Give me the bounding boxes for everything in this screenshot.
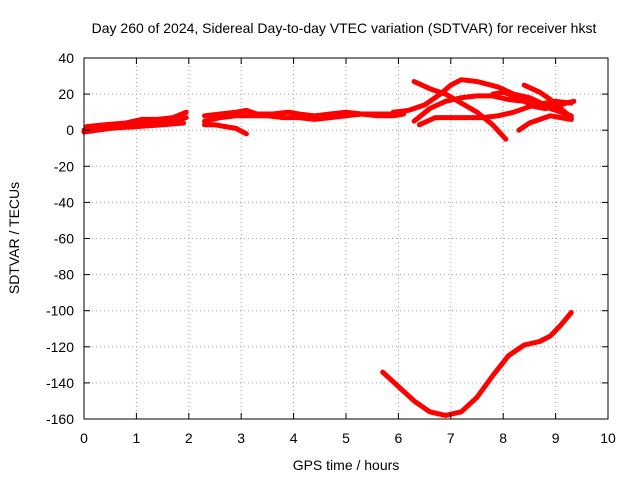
x-tick-label: 6: [395, 430, 403, 446]
chart-title: Day 260 of 2024, Sidereal Day-to-day VTE…: [92, 20, 597, 36]
x-tick-label: 4: [290, 430, 298, 446]
x-tick-label: 10: [600, 430, 616, 446]
series-line-6: [202, 122, 249, 137]
y-tick-label: 20: [58, 86, 74, 102]
y-tick-label: -80: [54, 267, 74, 283]
y-tick-label: -40: [54, 194, 74, 210]
axis-ticks: 0 1 2 3 4 5 6 7 8 9 10 40 20 0 -20 -40 -60 -80 -100 -120 -14…: [46, 50, 616, 446]
x-tick-label: 5: [342, 430, 350, 446]
x-axis-label: GPS time / hours: [293, 457, 400, 473]
series-line-8: [411, 79, 509, 142]
y-tick-label: -160: [46, 411, 74, 427]
series-line-12: [516, 113, 574, 133]
series-line-10: [416, 98, 574, 128]
series-line-2: [84, 109, 189, 130]
series-line-13: [521, 82, 574, 121]
y-tick-label: -120: [46, 339, 74, 355]
x-tick-label: 0: [80, 430, 88, 446]
x-tick-label: 8: [499, 430, 507, 446]
series-group: [81, 77, 577, 418]
y-axis-label: SDTVAR / TECUs: [6, 182, 22, 294]
y-tick-label: 40: [58, 50, 74, 66]
y-tick-label: 0: [66, 122, 74, 138]
y-tick-label: -140: [46, 375, 74, 391]
x-tick-label: 7: [447, 430, 455, 446]
y-tick-label: -20: [54, 158, 74, 174]
x-tick-label: 1: [133, 430, 141, 446]
series-line-3: [81, 120, 187, 135]
x-tick-label: 2: [185, 430, 193, 446]
series-line-5: [202, 111, 407, 124]
y-tick-label: -60: [54, 231, 74, 247]
series-line-14: [380, 310, 574, 418]
y-tick-label: -100: [46, 303, 74, 319]
x-tick-label: 9: [552, 430, 560, 446]
x-tick-label: 3: [237, 430, 245, 446]
series-line-11: [490, 89, 577, 111]
